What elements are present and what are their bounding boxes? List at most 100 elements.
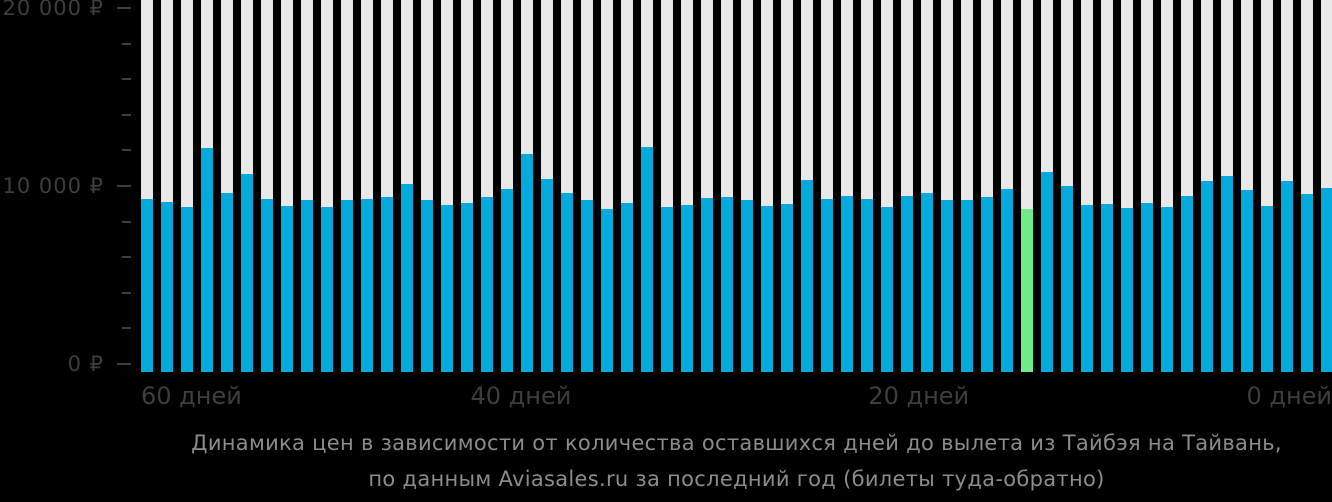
y-axis-label: 20 000 ₽ xyxy=(2,0,104,20)
bar-background xyxy=(281,0,293,372)
bar xyxy=(221,192,233,372)
bar xyxy=(201,148,213,372)
bar xyxy=(461,202,473,372)
bar-background xyxy=(1081,0,1093,372)
bar-background xyxy=(341,0,353,372)
bar-background xyxy=(661,0,673,372)
bar-background xyxy=(1321,0,1332,372)
bar-background xyxy=(161,0,173,372)
y-minor-tick-mark xyxy=(122,149,131,152)
y-major-tick-mark xyxy=(117,7,131,9)
x-axis-label: 40 дней xyxy=(470,382,572,410)
y-major-tick-mark xyxy=(117,363,131,365)
bar xyxy=(1141,202,1153,372)
chart-subtitle: по данным Aviasales.ru за последний год … xyxy=(368,467,1105,491)
bar xyxy=(421,200,433,372)
bar xyxy=(621,202,633,372)
bar xyxy=(1261,206,1273,372)
bar-background xyxy=(921,0,933,372)
bar-background xyxy=(261,0,273,372)
bar xyxy=(481,197,493,372)
bar xyxy=(241,173,253,372)
bar xyxy=(861,199,873,372)
bar-background xyxy=(321,0,333,372)
bar-background xyxy=(501,0,513,372)
bar xyxy=(701,198,713,372)
bar-background xyxy=(621,0,633,372)
bar xyxy=(141,199,153,372)
bar xyxy=(641,147,653,372)
bar-background xyxy=(821,0,833,372)
bar-background xyxy=(601,0,613,372)
bar xyxy=(401,183,413,372)
bar xyxy=(381,197,393,372)
bar xyxy=(881,207,893,372)
bar xyxy=(301,200,313,372)
bar xyxy=(1041,171,1053,372)
bar xyxy=(261,199,273,372)
bar xyxy=(961,200,973,372)
bar-background xyxy=(441,0,453,372)
bar xyxy=(1281,180,1293,372)
bar xyxy=(561,192,573,372)
bar xyxy=(1101,203,1113,372)
bar-background xyxy=(1221,0,1233,372)
bar-background xyxy=(981,0,993,372)
bar xyxy=(1121,208,1133,372)
bar-background xyxy=(241,0,253,372)
bar-background xyxy=(1001,0,1013,372)
bar-background xyxy=(1141,0,1153,372)
bar xyxy=(321,207,333,372)
bar xyxy=(981,197,993,372)
bar-background xyxy=(781,0,793,372)
plot-area xyxy=(141,0,1332,372)
bar-background xyxy=(961,0,973,372)
bar xyxy=(801,180,813,372)
bar-background xyxy=(641,0,653,372)
bar xyxy=(441,204,453,372)
bar-background xyxy=(521,0,533,372)
bar-background xyxy=(581,0,593,372)
y-minor-tick-mark xyxy=(122,291,131,294)
bar-background xyxy=(841,0,853,372)
bar xyxy=(341,200,353,372)
bar xyxy=(721,197,733,372)
bar-background xyxy=(1121,0,1133,372)
y-major-tick-mark xyxy=(117,185,131,187)
bar xyxy=(901,196,913,372)
y-minor-tick-mark xyxy=(122,327,131,330)
bar-background xyxy=(1061,0,1073,372)
y-axis: 20 000 ₽ 10 000 ₽ 0 ₽ xyxy=(0,0,141,376)
x-axis-label: 60 дней xyxy=(141,382,242,410)
bar-background xyxy=(761,0,773,372)
bar-background xyxy=(941,0,953,372)
bar-background xyxy=(681,0,693,372)
bar-background xyxy=(421,0,433,372)
bar-background xyxy=(1181,0,1193,372)
bar-highlighted xyxy=(1021,209,1033,372)
bar xyxy=(601,209,613,372)
bar xyxy=(541,179,553,372)
bar-background xyxy=(1161,0,1173,372)
bar xyxy=(161,201,173,372)
y-minor-tick-mark xyxy=(122,220,131,223)
bar-background xyxy=(1241,0,1253,372)
bar xyxy=(1301,193,1313,372)
bar-background xyxy=(561,0,573,372)
bar-background xyxy=(461,0,473,372)
bar xyxy=(1161,207,1173,372)
bar xyxy=(681,204,693,372)
bar-background xyxy=(401,0,413,372)
x-axis: 60 дней 40 дней 20 дней 0 дней xyxy=(141,383,1332,411)
bar-background xyxy=(221,0,233,372)
bar xyxy=(1001,189,1013,372)
chart-caption: Динамика цен в зависимости от количества… xyxy=(141,431,1332,492)
y-axis-label: 0 ₽ xyxy=(67,352,104,376)
bar xyxy=(1321,188,1332,372)
bar xyxy=(581,200,593,372)
bar xyxy=(1061,186,1073,372)
bar xyxy=(521,153,533,372)
bar-background xyxy=(301,0,313,372)
bar-background xyxy=(741,0,753,372)
bar xyxy=(1201,180,1213,372)
